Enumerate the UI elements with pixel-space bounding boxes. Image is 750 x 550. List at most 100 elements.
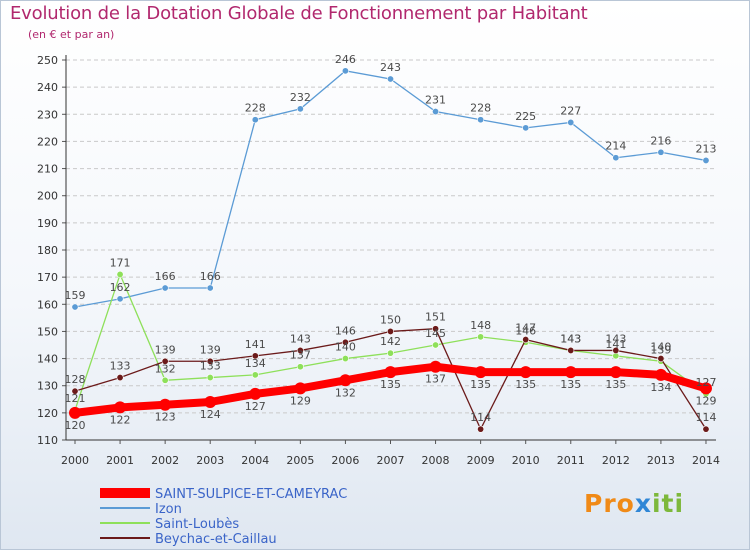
y-tick-label: 120 — [37, 407, 58, 420]
series-izon — [71, 67, 710, 311]
legend-label: Saint-Loubès — [155, 517, 239, 532]
data-label: 137 — [425, 373, 446, 386]
data-point — [341, 355, 349, 363]
y-tick-label: 190 — [37, 217, 58, 230]
data-label: 216 — [650, 134, 671, 147]
data-point — [161, 376, 169, 384]
series-beychac-et-caillau — [71, 325, 710, 433]
data-label: 228 — [245, 102, 266, 115]
x-tick-label: 2010 — [512, 454, 540, 467]
y-tick-label: 140 — [37, 353, 58, 366]
data-point — [384, 366, 397, 379]
data-label: 122 — [110, 413, 131, 426]
data-point — [251, 116, 259, 124]
data-point — [657, 355, 665, 363]
x-tick-label: 2013 — [647, 454, 675, 467]
y-tick-label: 130 — [37, 380, 58, 393]
data-label: 121 — [65, 392, 86, 405]
data-label: 166 — [155, 270, 176, 283]
data-label: 135 — [560, 378, 581, 391]
data-label: 143 — [560, 332, 581, 345]
data-point — [432, 325, 440, 333]
data-point — [114, 401, 127, 414]
data-point — [432, 341, 440, 349]
data-label: 159 — [65, 289, 86, 302]
data-point — [204, 396, 217, 408]
data-label: 228 — [470, 102, 491, 115]
x-tick-label: 2005 — [286, 454, 314, 467]
data-label: 232 — [290, 91, 311, 104]
data-label: 135 — [605, 378, 626, 391]
y-tick-label: 110 — [37, 434, 58, 447]
data-label: 135 — [470, 378, 491, 391]
data-label: 142 — [380, 335, 401, 348]
data-label: 132 — [335, 386, 356, 399]
data-label: 127 — [245, 400, 266, 413]
data-label: 143 — [560, 332, 581, 345]
data-label: 141 — [605, 338, 626, 351]
data-point — [386, 349, 394, 357]
data-point — [294, 382, 307, 395]
data-point — [474, 366, 487, 379]
y-tick-label: 250 — [37, 54, 58, 67]
data-label: 171 — [110, 256, 131, 269]
data-label: 146 — [335, 324, 356, 337]
data-point — [567, 118, 575, 126]
data-label: 166 — [200, 270, 221, 283]
x-tick-label: 2000 — [61, 454, 89, 467]
data-point — [477, 425, 485, 433]
data-label: 137 — [290, 349, 311, 362]
data-label: 134 — [650, 381, 671, 394]
data-point — [206, 357, 214, 365]
y-tick-label: 230 — [37, 108, 58, 121]
data-point — [71, 303, 79, 311]
data-point — [609, 366, 622, 379]
data-point — [159, 398, 172, 411]
data-point — [251, 352, 259, 360]
y-tick-label: 180 — [37, 244, 58, 257]
data-labels-layer: 159 162 166 166 228 232 246 243 231 228 225 227 214 2… — [65, 53, 717, 432]
data-point — [116, 374, 124, 382]
data-label: 143 — [605, 332, 626, 345]
x-tick-label: 2007 — [376, 454, 404, 467]
legend-label: SAINT-SULPICE-ET-CAMEYRAC — [155, 487, 347, 502]
data-point — [612, 154, 620, 162]
data-label: 114 — [695, 411, 716, 424]
data-label: 231 — [425, 94, 446, 107]
data-label: 134 — [245, 357, 266, 370]
grid-lines — [66, 59, 716, 441]
data-label: 141 — [245, 338, 266, 351]
y-axis-ticks: 110 120 130 140 150 160 170 180 190 200 210 220 230 2… — [37, 54, 58, 447]
y-tick-label: 220 — [37, 135, 58, 148]
y-tick-label: 160 — [37, 298, 58, 311]
legend-label: Beychac-et-Caillau — [155, 532, 277, 547]
data-label: 135 — [515, 378, 536, 391]
data-label: 124 — [200, 408, 221, 421]
data-point — [702, 425, 710, 433]
chart-title: Evolution de la Dotation Globale de Fonc… — [10, 3, 588, 24]
chart-subtitle: (en € et par an) — [28, 28, 115, 41]
x-tick-label: 2004 — [241, 454, 269, 467]
data-point — [251, 371, 259, 379]
data-point — [296, 105, 304, 113]
data-point — [386, 327, 394, 335]
data-label: 225 — [515, 110, 536, 123]
data-point — [654, 368, 667, 381]
data-point — [612, 346, 620, 354]
x-tick-label: 2012 — [602, 454, 630, 467]
y-tick-label: 210 — [37, 163, 58, 176]
data-point — [296, 346, 304, 354]
data-point — [161, 284, 169, 292]
data-label: 145 — [425, 327, 446, 340]
x-tick-label: 2014 — [692, 454, 720, 467]
data-point — [116, 295, 124, 303]
data-label: 140 — [335, 341, 356, 354]
y-tick-label: 240 — [37, 81, 58, 94]
data-point — [519, 366, 532, 379]
data-point — [296, 363, 304, 371]
data-point — [71, 387, 79, 395]
data-label: 129 — [695, 394, 716, 407]
x-tick-label: 2009 — [467, 454, 495, 467]
data-point — [522, 336, 530, 344]
